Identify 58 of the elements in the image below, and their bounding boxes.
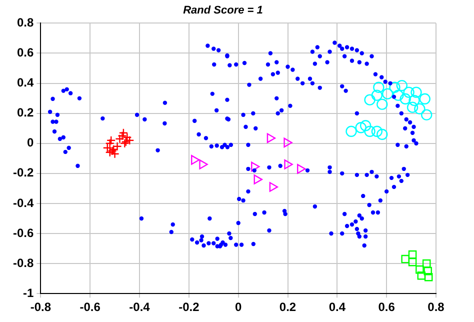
point xyxy=(424,266,432,276)
chart-title: Rand Score = 1 xyxy=(183,4,263,17)
point xyxy=(364,126,376,137)
y-tick-label: 0.8 xyxy=(16,16,34,30)
point xyxy=(360,120,372,132)
point xyxy=(403,86,414,98)
point xyxy=(422,259,431,268)
x-tick-label: 0 xyxy=(234,300,242,314)
point xyxy=(284,138,292,148)
y-tick-label: 0.2 xyxy=(16,106,34,120)
point xyxy=(355,122,366,134)
y-tick-label: -0.4 xyxy=(12,196,34,210)
y-tick-label: 0.6 xyxy=(16,46,34,60)
point xyxy=(389,82,400,93)
x-tick-label: -0.6 xyxy=(80,300,101,314)
point xyxy=(364,94,376,106)
point xyxy=(424,272,433,282)
point xyxy=(373,82,384,93)
point xyxy=(376,98,388,110)
point xyxy=(406,102,418,113)
point xyxy=(400,93,411,105)
point xyxy=(382,88,394,100)
point xyxy=(408,258,417,266)
point xyxy=(251,162,260,172)
point xyxy=(396,80,408,92)
point xyxy=(371,90,383,101)
x-tick-label: 0.2 xyxy=(279,300,296,314)
point xyxy=(346,126,357,137)
point xyxy=(401,254,410,264)
point xyxy=(419,93,430,105)
y-tick-label: 0 xyxy=(26,136,34,150)
point xyxy=(414,103,426,114)
x-tick-label: 0.8 xyxy=(428,300,445,314)
y-tick-label: 0.4 xyxy=(16,76,34,90)
point xyxy=(417,271,426,280)
y-tick-label: -0.2 xyxy=(12,166,34,180)
point xyxy=(408,94,420,106)
x-tick-label: -0.4 xyxy=(129,300,150,314)
point xyxy=(421,109,432,120)
point xyxy=(269,182,278,192)
point xyxy=(376,128,388,140)
y-tick-label: -0.8 xyxy=(12,256,34,270)
point xyxy=(199,159,208,170)
point xyxy=(191,154,200,165)
x-tick-label: -0.2 xyxy=(178,300,200,314)
point xyxy=(410,86,422,98)
point xyxy=(371,126,383,137)
y-tick-label: -1 xyxy=(23,286,34,300)
point xyxy=(266,133,276,144)
point xyxy=(254,174,262,184)
point xyxy=(408,250,417,259)
point xyxy=(392,90,404,101)
point xyxy=(284,159,293,170)
x-tick-label: 0.6 xyxy=(378,300,396,314)
point xyxy=(297,164,306,174)
y-tick-label: -0.6 xyxy=(12,226,34,240)
x-tick-label: 0.4 xyxy=(328,300,346,314)
point xyxy=(416,265,424,274)
